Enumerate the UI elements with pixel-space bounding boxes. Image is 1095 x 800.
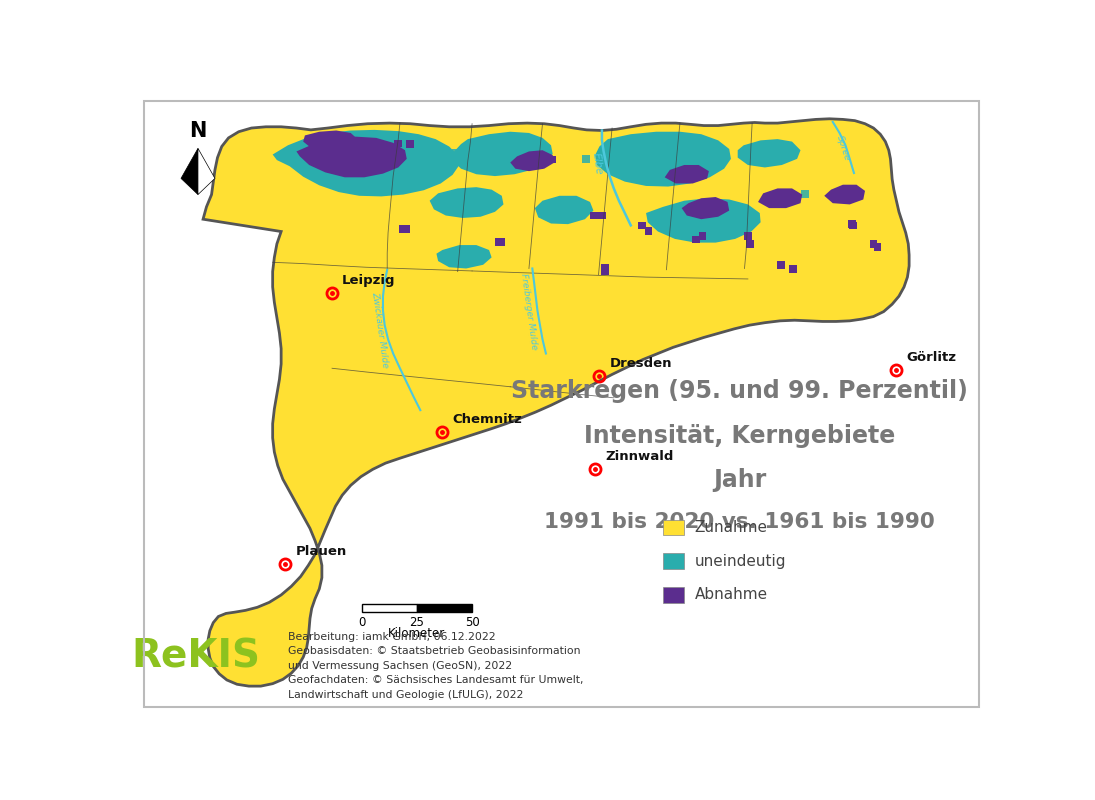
Bar [495, 238, 503, 246]
Bar [581, 154, 590, 163]
Text: Leipzig: Leipzig [343, 274, 395, 287]
Bar [473, 163, 482, 172]
Bar [638, 222, 646, 230]
Polygon shape [273, 130, 460, 197]
Bar [664, 587, 684, 602]
Text: Spree: Spree [835, 134, 852, 162]
Text: Jahr: Jahr [713, 468, 766, 492]
Bar [789, 266, 797, 273]
Text: uneindeutig: uneindeutig [694, 554, 786, 569]
Polygon shape [596, 132, 730, 186]
Polygon shape [429, 187, 504, 218]
Text: Zinnwald: Zinnwald [606, 450, 673, 462]
Text: 1991 bis 2020 vs. 1961 bis 1990: 1991 bis 2020 vs. 1961 bis 1990 [544, 513, 935, 533]
Bar [699, 232, 706, 240]
Bar [400, 226, 406, 233]
Polygon shape [646, 198, 761, 242]
Bar [645, 227, 653, 235]
Bar [601, 267, 609, 275]
Text: 0: 0 [358, 616, 366, 629]
Bar [601, 264, 609, 271]
Polygon shape [181, 148, 198, 194]
Text: Chemnitz: Chemnitz [452, 413, 522, 426]
Text: Plauen: Plauen [296, 545, 347, 558]
Bar [718, 202, 726, 210]
Polygon shape [203, 118, 909, 686]
Bar [464, 156, 472, 164]
Polygon shape [825, 185, 865, 205]
Polygon shape [534, 196, 593, 224]
Bar [406, 141, 414, 148]
Polygon shape [665, 165, 708, 183]
Text: Starkregen (95. und 99. Perzentil): Starkregen (95. und 99. Perzentil) [511, 379, 968, 403]
Bar [745, 233, 752, 240]
Bar [849, 222, 856, 230]
Bar [548, 156, 555, 163]
Polygon shape [198, 148, 215, 194]
Polygon shape [738, 139, 800, 167]
Bar [800, 190, 809, 198]
Bar [394, 139, 402, 147]
Text: 50: 50 [464, 616, 480, 629]
Bar [679, 165, 688, 174]
Bar [417, 603, 472, 611]
Text: 25: 25 [410, 616, 425, 629]
Bar [632, 170, 639, 179]
Polygon shape [437, 245, 492, 269]
Text: ReKIS: ReKIS [131, 638, 261, 675]
Text: N: N [189, 121, 207, 141]
Bar [708, 206, 716, 213]
Bar [849, 220, 856, 228]
Text: Kilometer: Kilometer [389, 627, 446, 640]
Bar [869, 240, 877, 248]
Bar [361, 603, 417, 611]
Text: Freiberger Mulde: Freiberger Mulde [519, 273, 539, 350]
Polygon shape [303, 130, 357, 151]
Text: Dresden: Dresden [610, 357, 672, 370]
Polygon shape [682, 197, 729, 219]
Bar [590, 212, 598, 219]
Polygon shape [510, 150, 554, 171]
Bar [664, 554, 684, 569]
Polygon shape [758, 188, 803, 208]
Bar [777, 262, 785, 269]
Polygon shape [297, 137, 406, 178]
Text: Zunahme: Zunahme [694, 520, 768, 534]
Bar [598, 212, 606, 219]
Bar [403, 225, 411, 233]
Text: Bearbeitung: iamk GmbH, 06.12.2022
Geobasisdaten: © Staatsbetrieb Geobasisinform: Bearbeitung: iamk GmbH, 06.12.2022 Geoba… [288, 632, 584, 699]
Bar [452, 149, 461, 158]
Text: Görlitz: Görlitz [907, 351, 957, 364]
Text: Intensität, Kerngebiete: Intensität, Kerngebiete [584, 424, 895, 448]
Text: Zwickauer Mulde: Zwickauer Mulde [370, 291, 390, 369]
Bar [498, 238, 506, 246]
Text: Elbe: Elbe [591, 152, 604, 175]
Text: Abnahme: Abnahme [694, 587, 768, 602]
Bar [664, 519, 684, 535]
Bar [874, 243, 881, 250]
Bar [535, 162, 543, 169]
Bar [692, 236, 700, 243]
Bar [746, 240, 753, 248]
Polygon shape [452, 132, 553, 176]
